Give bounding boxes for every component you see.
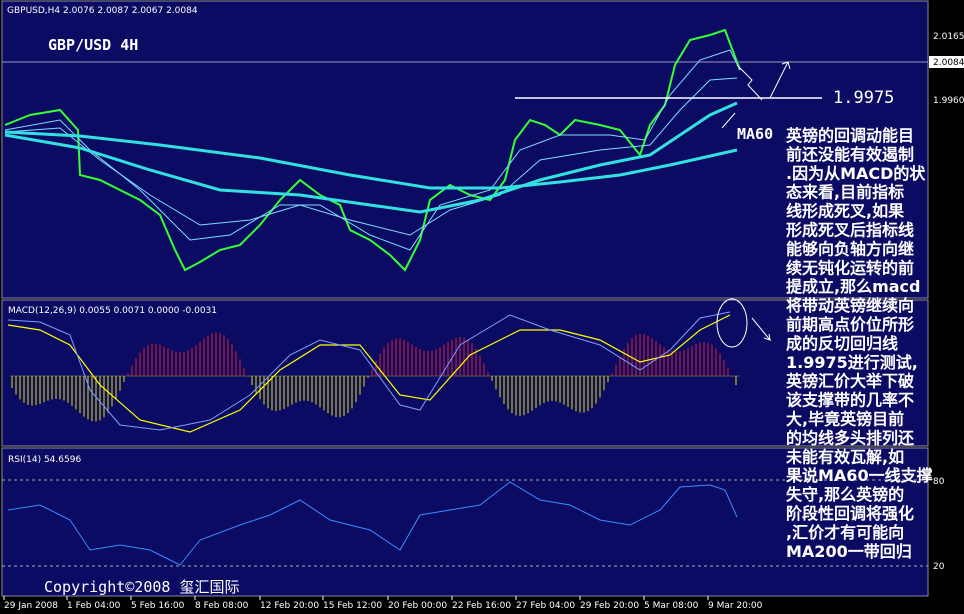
- commentary-line: MA200一带回归: [786, 542, 912, 561]
- time-label: 29 Feb 20:00: [580, 601, 639, 611]
- time-label: 12 Feb 20:00: [260, 601, 319, 611]
- commentary-line: 果说MA60一线支撑: [785, 466, 933, 485]
- time-label: 1 Feb 04:00: [67, 601, 121, 611]
- commentary: 英镑的回调动能目前还没能有效遏制.因为从MACD的状态来看,目前指标线形成死叉,…: [785, 126, 933, 561]
- commentary-line: ,汇价才有可能向: [786, 523, 904, 542]
- commentary-line: 将带动英镑继续向: [786, 296, 914, 315]
- time-label: 5 Feb 16:00: [131, 601, 185, 611]
- commentary-line: 阶段性回调将强化: [786, 504, 914, 523]
- rsi-line: [7, 481, 738, 566]
- symbol-header: GBPUSD,H4 2.0076 2.0087 2.0067 2.0084: [7, 6, 198, 16]
- ma-ribbon: [4, 49, 741, 251]
- commentary-line: 1.9975进行测试,: [786, 353, 918, 372]
- ma60-line: [4, 101, 738, 214]
- time-label: 22 Feb 16:00: [452, 601, 511, 611]
- copyright: Copyright©2008 玺汇国际: [44, 578, 239, 596]
- time-label: 9 Mar 20:00: [708, 601, 763, 611]
- arrow-down: [736, 64, 763, 101]
- macd-signal: [7, 314, 731, 433]
- time-label: 29 Jan 2008: [4, 601, 58, 611]
- price-tag: [929, 56, 964, 68]
- commentary-line: 前还没能有效遏制: [786, 145, 914, 164]
- commentary-line: 成的反切回归线: [786, 334, 898, 353]
- rsi-header: RSI(14) 54.6596: [8, 455, 81, 465]
- arrow-up: [769, 61, 791, 99]
- commentary-line: 失守,那么英镑的: [786, 485, 904, 504]
- ma60-label: MA60: [737, 125, 773, 143]
- level-label: 1.9975: [833, 88, 894, 108]
- time-label: 5 Mar 08:00: [644, 601, 699, 611]
- macd-header: MACD(12,26,9) 0.0055 0.0071 0.0000 -0.00…: [8, 306, 217, 316]
- commentary-line: 英镑汇价大举下破: [785, 372, 914, 391]
- time-label: 20 Feb 00:00: [388, 601, 447, 611]
- commentary-line: 的均线多头排列还: [786, 428, 915, 447]
- time-label: 15 Feb 12:00: [323, 601, 382, 611]
- commentary-line: 英镑的回调动能目: [785, 126, 914, 145]
- arrow-down: [751, 317, 772, 342]
- time-label: 27 Feb 04:00: [516, 601, 575, 611]
- commentary-line: 续无钝化运转的前: [786, 258, 914, 277]
- time-axis: 29 Jan 2008 1 Feb 04:00 5 Feb 16:00 8 Feb 0…: [3, 596, 763, 611]
- commentary-line: 形成死叉后指标线: [786, 221, 914, 240]
- price-label: 2.0165: [933, 32, 964, 42]
- commentary-line: 大,毕竟英镑目前: [786, 410, 904, 429]
- commentary-line: 线形成死叉,如果: [786, 202, 904, 221]
- commentary-line: 未能有效瓦解,如: [785, 447, 904, 466]
- price-panel: [1, 0, 929, 299]
- macd-histogram: [11, 332, 737, 422]
- commentary-line: 能够向负轴方向继: [786, 239, 914, 258]
- rsi-level: 20: [933, 562, 945, 572]
- ma200-line: [4, 130, 738, 190]
- price-label: 1.9960: [933, 96, 964, 106]
- commentary-line: .因为从MACD的状: [786, 164, 926, 183]
- ma60-pointer: [721, 112, 736, 129]
- commentary-line: 该支撑带的几率不: [786, 391, 914, 410]
- commentary-line: 前期高点价位所形: [786, 315, 914, 334]
- commentary-line: 提成立,那么macd: [786, 277, 921, 296]
- macd-line: [7, 311, 731, 431]
- chart-title: GBP/USD 4H: [48, 36, 138, 54]
- ma-ribbon: [4, 77, 738, 236]
- current-price-label: 2.0084: [933, 58, 964, 68]
- commentary-line: 态来看,目前指标: [786, 183, 904, 202]
- time-label: 8 Feb 08:00: [195, 601, 249, 611]
- rsi-panel: [1, 447, 929, 597]
- price-candles: [4, 28, 741, 272]
- highlight-circle: [716, 298, 748, 348]
- rsi-level: 80: [933, 477, 945, 487]
